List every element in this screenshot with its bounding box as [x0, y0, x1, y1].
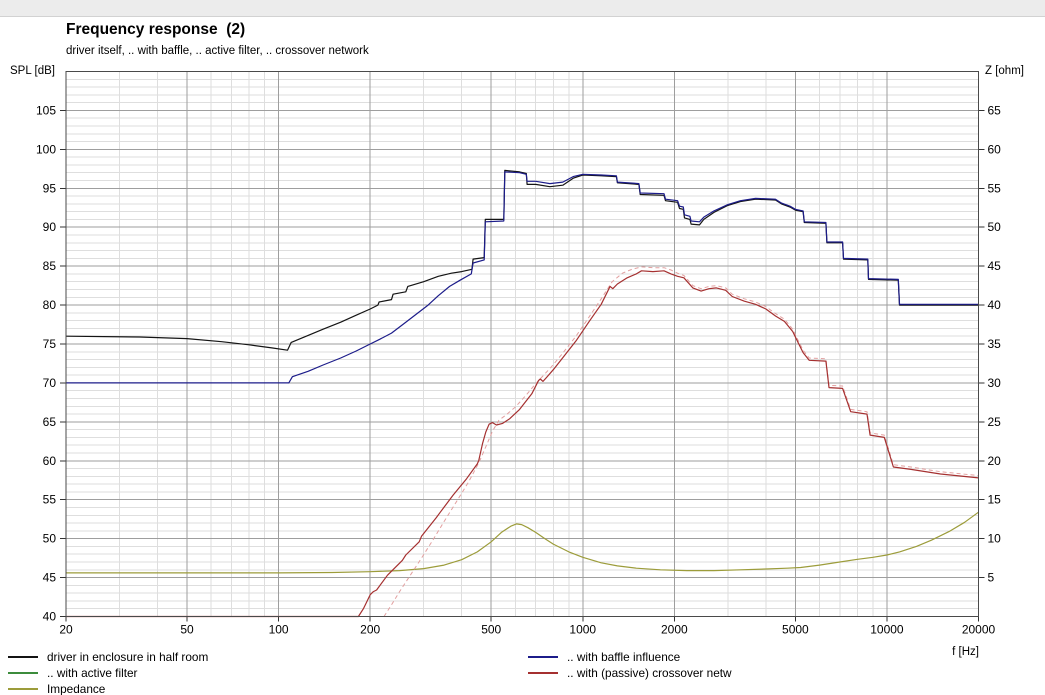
legend-item-baffle-influence: .. with baffle influence — [528, 650, 680, 664]
tick-label: 25 — [988, 415, 1002, 429]
tick-label: 40 — [43, 610, 57, 624]
legend-line-red — [528, 672, 558, 674]
legend-label: Impedance — [47, 682, 106, 695]
legend-label: .. with active filter — [47, 666, 138, 680]
tick-label: 55 — [43, 493, 57, 507]
tick-label: 105 — [36, 103, 56, 117]
tick-label: 60 — [988, 142, 1002, 156]
legend-line-green — [8, 672, 38, 674]
tick-label: 45 — [43, 571, 57, 585]
legend-item-crossover-network: .. with (passive) crossover netw — [528, 666, 732, 680]
tick-label: 200 — [360, 623, 380, 637]
tick-label: 100 — [269, 623, 289, 637]
series-line-with-active-filter — [383, 266, 979, 617]
chart-title: Frequency response (2) — [66, 21, 246, 38]
tick-label: 95 — [43, 181, 57, 195]
tick-label: 500 — [481, 623, 501, 637]
legend-line-blue — [528, 656, 558, 658]
tick-label: 90 — [43, 220, 57, 234]
tick-label: 75 — [43, 337, 57, 351]
legend-item-active-filter: .. with active filter — [8, 666, 137, 680]
tick-label: 45 — [988, 259, 1002, 273]
legend-item-driver-in-enclosure: driver in enclosure in half room — [8, 650, 208, 664]
tick-label: 20 — [59, 623, 73, 637]
right-axis-unit-label: Z [ohm] — [985, 65, 1024, 77]
series-line-with-passive-crossover-netw — [66, 270, 979, 618]
legend-line-black — [8, 656, 38, 658]
legend-label: .. with (passive) crossover netw — [567, 666, 732, 680]
tick-label: 20 — [988, 454, 1002, 468]
left-axis-unit-label: SPL [dB] — [10, 65, 55, 77]
tick-label: 20000 — [962, 623, 996, 637]
window-top-strip — [0, 0, 1045, 17]
axis-tick-marks — [60, 109, 985, 622]
tick-label: 5000 — [782, 623, 809, 637]
series-line-with-baffle-influence — [66, 171, 979, 384]
tick-label: 40 — [988, 298, 1002, 312]
series-line-impedance — [66, 511, 979, 574]
legend-line-olive — [8, 688, 38, 690]
tick-label: 85 — [43, 259, 57, 273]
tick-label: 70 — [43, 376, 57, 390]
tick-label: 65 — [43, 415, 57, 429]
chart-subtitle: driver itself, .. with baffle, .. active… — [66, 45, 369, 57]
tick-label: 100 — [36, 142, 56, 156]
legend-label: driver in enclosure in half room — [47, 650, 209, 664]
tick-label: 80 — [43, 298, 57, 312]
tick-label: 35 — [988, 337, 1002, 351]
tick-label: 60 — [43, 454, 57, 468]
tick-label: 5 — [988, 571, 995, 585]
series-line-driver-in-enclosure-in-half-room — [65, 169, 979, 351]
tick-label: 55 — [988, 181, 1002, 195]
tick-label: 30 — [988, 376, 1002, 390]
tick-label: 50 — [43, 532, 57, 546]
tick-label: 50 — [988, 220, 1002, 234]
plot-frame — [65, 71, 979, 617]
legend-label: .. with baffle influence — [567, 650, 681, 664]
tick-label: 65 — [988, 103, 1002, 117]
legend-item-impedance: Impedance — [8, 682, 105, 695]
tick-label: 10 — [988, 532, 1002, 546]
tick-label: 10000 — [870, 623, 904, 637]
tick-label: 50 — [180, 623, 194, 637]
tick-label: 15 — [988, 493, 1002, 507]
x-axis-unit-label: f [Hz] — [952, 646, 979, 658]
grid-major-lines — [66, 71, 979, 617]
axis-tick-labels: 40 45 50 55 60 65 70 75 80 85 90 95 100 105 5 10 15 20 25 3… — [36, 103, 1001, 636]
tick-label: 1000 — [569, 623, 596, 637]
tick-label: 2000 — [661, 623, 688, 637]
